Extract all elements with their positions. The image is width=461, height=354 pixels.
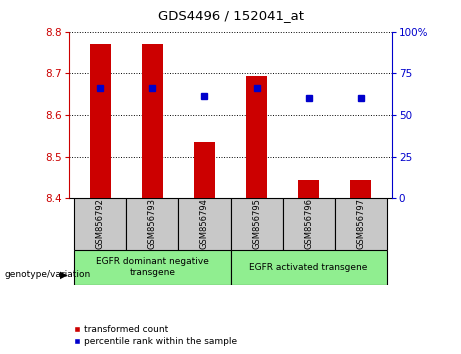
Legend: transformed count, percentile rank within the sample: transformed count, percentile rank withi… bbox=[74, 325, 237, 346]
Bar bbox=[90, 44, 111, 198]
Bar bbox=[335, 198, 387, 250]
Text: GSM856796: GSM856796 bbox=[304, 198, 313, 250]
Text: GSM856795: GSM856795 bbox=[252, 199, 261, 249]
Text: EGFR dominant negative
transgene: EGFR dominant negative transgene bbox=[96, 257, 209, 277]
Bar bbox=[194, 142, 215, 198]
Text: genotype/variation: genotype/variation bbox=[5, 270, 91, 279]
Text: GSM856793: GSM856793 bbox=[148, 198, 157, 250]
Bar bbox=[230, 198, 283, 250]
Bar bbox=[350, 179, 371, 198]
Text: GSM856794: GSM856794 bbox=[200, 199, 209, 249]
Text: GSM856792: GSM856792 bbox=[96, 199, 105, 249]
Text: GDS4496 / 152041_at: GDS4496 / 152041_at bbox=[158, 9, 303, 22]
Bar bbox=[298, 179, 319, 198]
Text: EGFR activated transgene: EGFR activated transgene bbox=[249, 263, 368, 272]
Bar bbox=[142, 44, 163, 198]
Bar bbox=[246, 75, 267, 198]
Text: ▶: ▶ bbox=[60, 269, 67, 279]
Bar bbox=[178, 198, 230, 250]
Bar bbox=[126, 198, 178, 250]
Bar bbox=[74, 250, 230, 285]
Bar bbox=[230, 250, 387, 285]
Bar bbox=[283, 198, 335, 250]
Bar bbox=[74, 198, 126, 250]
Text: GSM856797: GSM856797 bbox=[356, 198, 365, 250]
